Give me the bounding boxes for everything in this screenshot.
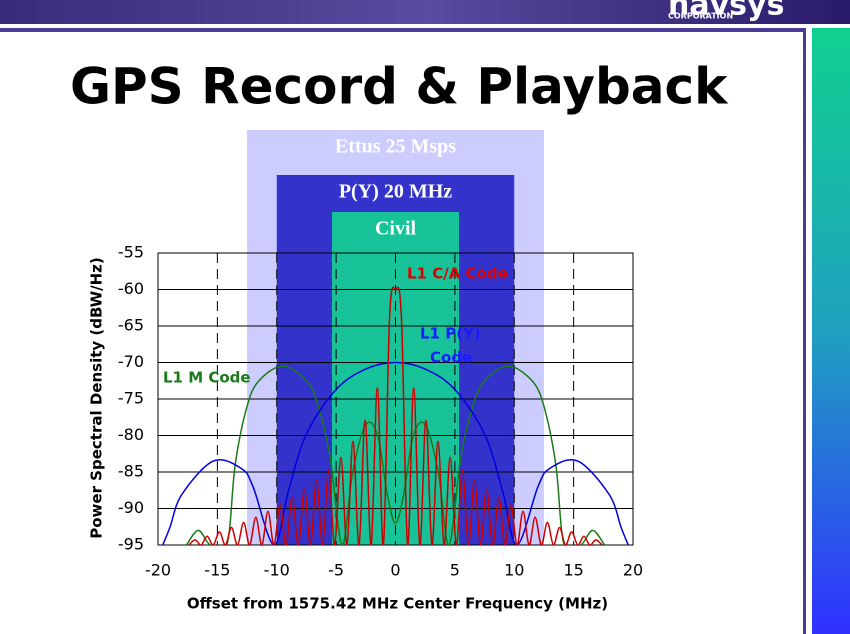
header-rule [0,28,806,32]
series-line [162,361,629,545]
side-bar [812,28,850,634]
x-tick-label: -5 [328,561,344,580]
y-tick-label: -95 [118,535,144,554]
band-label: Civil [375,218,417,240]
y-tick-label: -80 [118,425,144,444]
y-tick-label: -90 [118,498,144,517]
annotation: L1 M Code [163,369,251,387]
y-axis-label: Power Spectral Density (dBW/Hz) [88,257,106,539]
x-tick-label: -20 [145,561,171,580]
y-tick-label: -75 [118,389,144,408]
logo: navsys [668,0,784,23]
x-tick-label: 15 [563,561,583,580]
annotation: L1 P(Y) [420,325,481,343]
band-label: P(Y) 20 MHz [339,181,452,203]
band [331,212,460,545]
series-line [185,365,606,545]
x-tick-label: 20 [623,561,643,580]
band-label: Ettus 25 Msps [335,136,456,158]
x-tick-label: 5 [450,561,460,580]
x-tick-label: -10 [264,561,290,580]
annotation: Code [430,349,472,367]
y-tick-label: -60 [118,279,144,298]
x-tick-label: -15 [204,561,230,580]
plot-area [162,286,629,545]
plot-border [157,252,634,546]
side-rule [803,28,806,634]
y-tick-label: -70 [118,352,144,371]
logo-sub: CORPORATION [668,12,733,21]
x-tick-label: 0 [390,561,400,580]
header-banner [0,0,850,24]
y-tick-label: -55 [118,243,144,262]
y-tick-label: -85 [118,462,144,481]
x-tick-label: 10 [504,561,524,580]
x-axis-label: Offset from 1575.42 MHz Center Frequency… [187,595,608,613]
y-tick-label: -65 [118,316,144,335]
annotation: L1 C/A Code [407,265,508,283]
slide-title: GPS Record & Playback [70,58,729,116]
series-line [188,286,603,545]
